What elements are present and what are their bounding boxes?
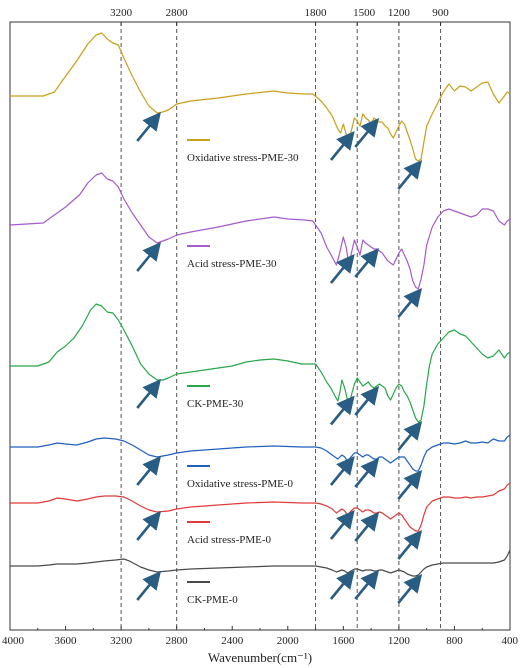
reference-lines — [120, 22, 442, 630]
peak-arrow — [329, 395, 355, 426]
x-axis-bottom: 4000 3600 3200 2800 2400 2000 1600 1200 800 400 — [2, 626, 519, 647]
x-tick-label: 4000 — [2, 635, 25, 647]
x-tick-label: 2400 — [221, 635, 244, 647]
series-line — [10, 482, 511, 532]
legend-label: CK-PME-0 — [187, 594, 238, 606]
peak-arrow — [329, 455, 355, 486]
peak-arrow — [354, 117, 380, 148]
series-line — [10, 549, 511, 577]
peak-arrow — [397, 469, 423, 500]
x-tick-label: 3600 — [55, 635, 78, 647]
top-tick-label: 3200 — [110, 7, 133, 19]
legend-label: CK-PME-30 — [187, 398, 244, 410]
peak-arrow — [136, 570, 161, 601]
peak-arrows — [136, 111, 423, 604]
x-tick-label: 400 — [502, 635, 519, 647]
peak-arrow — [329, 569, 355, 600]
top-tick-label: 1800 — [305, 7, 328, 19]
peak-arrow — [136, 241, 161, 272]
peak-arrow — [354, 511, 380, 542]
peak-arrow — [397, 159, 423, 190]
x-tick-label: 3200 — [110, 635, 133, 647]
legend-label: Acid stress-PME-0 — [187, 534, 272, 546]
x-tick-label: 1200 — [388, 635, 411, 647]
x-axis-title: Wavenumber(cm⁻¹) — [208, 650, 312, 665]
peak-arrow — [354, 247, 380, 278]
series-line — [10, 434, 511, 472]
legend-label: Acid stress-PME-30 — [187, 258, 277, 270]
peak-arrow — [397, 420, 423, 451]
peak-arrow — [136, 378, 161, 409]
x-tick-label: 800 — [446, 635, 463, 647]
peak-arrow — [354, 457, 380, 488]
x-tick-label: 2000 — [277, 635, 300, 647]
peak-arrow — [354, 385, 380, 416]
peak-arrow — [329, 130, 355, 161]
x-tick-label: 1600 — [332, 635, 355, 647]
top-tick-label: 900 — [432, 7, 449, 19]
x-tick-label: 2800 — [166, 635, 189, 647]
spectra-traces — [9, 32, 511, 577]
peak-arrow — [354, 569, 380, 600]
peak-arrow — [397, 529, 423, 560]
series-line — [9, 172, 511, 290]
peak-arrow — [136, 111, 161, 142]
peak-arrow — [397, 573, 423, 604]
peak-arrow — [136, 455, 161, 486]
peak-arrow — [397, 287, 423, 318]
legend-label: Oxidative stress-PME-0 — [187, 478, 294, 490]
x-axis-top: 3200 2800 1800 1500 1200 900 — [110, 7, 449, 26]
legend-label: Oxidative stress-PME-30 — [187, 152, 299, 164]
series-line — [10, 32, 511, 162]
top-tick-label: 1200 — [388, 7, 411, 19]
top-tick-label: 2800 — [166, 7, 189, 19]
peak-arrow — [329, 253, 355, 284]
series-line — [10, 303, 511, 423]
peak-arrow — [136, 510, 161, 541]
legend-entries: Oxidative stress-PME-30 Acid stress-PME-3… — [187, 139, 299, 606]
peak-arrow — [329, 509, 355, 540]
top-tick-label: 1500 — [353, 7, 376, 19]
